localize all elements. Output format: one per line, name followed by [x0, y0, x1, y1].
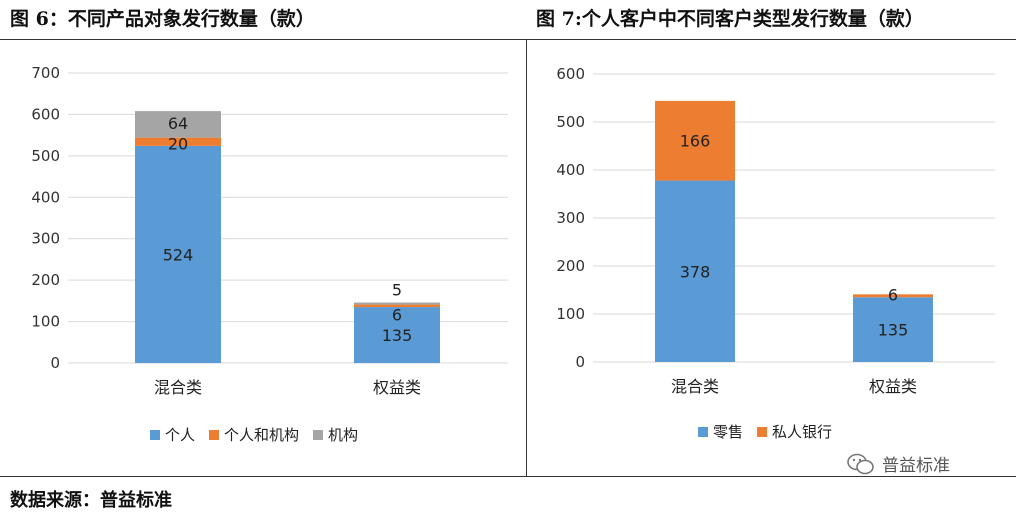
- y-tick-label: 600: [556, 65, 585, 83]
- legend-item: 零售: [698, 421, 743, 442]
- y-tick-label: 200: [556, 257, 585, 275]
- bar-segment: [853, 297, 933, 362]
- legend-swatch: [209, 429, 220, 440]
- y-tick-label: 100: [556, 305, 585, 323]
- legend-label: 私人银行: [772, 423, 833, 441]
- data-label: 6: [392, 306, 402, 325]
- data-label: 524: [163, 245, 194, 264]
- bar-segment: [655, 100, 735, 181]
- left-chart-legend: 个人 个人和机构 机构: [150, 424, 358, 445]
- y-tick-label: 300: [31, 230, 60, 248]
- bar-segment: [135, 111, 221, 138]
- center-divider: [526, 40, 527, 476]
- y-tick-label: 100: [31, 313, 60, 331]
- bar-segment: [354, 307, 440, 363]
- data-source-note: 数据来源：普益标准: [10, 490, 172, 511]
- bar-segment: [354, 302, 440, 305]
- right-chart-legend: 零售 私人银行: [698, 421, 832, 442]
- top-divider: [0, 39, 1016, 40]
- wechat-icon: [847, 453, 874, 474]
- legend-item: 个人: [150, 424, 195, 445]
- y-tick-label: 400: [556, 161, 585, 179]
- legend-swatch: [757, 426, 768, 437]
- right-chart-title: 图 7:个人客户中不同客户类型发行数量（款）: [536, 8, 924, 30]
- data-label: 64: [168, 114, 188, 133]
- bar-segment: [135, 145, 221, 363]
- x-category-label: 混合类: [154, 378, 202, 397]
- left-chart-title: 图 6：不同产品对象发行数量（款）: [10, 8, 315, 30]
- legend-label: 个人: [165, 426, 196, 444]
- bar-segment: [655, 180, 735, 362]
- data-label: 6: [888, 285, 898, 304]
- y-tick-label: 400: [31, 188, 60, 206]
- data-label: 20: [168, 135, 188, 154]
- y-tick-label: 0: [50, 354, 60, 372]
- y-tick-label: 200: [31, 271, 60, 289]
- data-label: 166: [680, 132, 711, 151]
- x-category-label: 权益类: [869, 377, 917, 396]
- x-category-label: 权益类: [373, 378, 421, 397]
- right-chart: 0 100 200 300 400 500 600 378 166 混合类 135 6 权益类: [556, 65, 995, 396]
- bar-segment: [853, 294, 933, 298]
- legend-swatch: [150, 429, 160, 440]
- bottom-divider: [0, 476, 1016, 477]
- legend-item: 机构: [313, 424, 358, 445]
- legend-item: 私人银行: [757, 421, 832, 442]
- watermark: 普益标准: [846, 451, 950, 476]
- legend-label: 机构: [328, 426, 359, 444]
- x-category-label: 混合类: [671, 377, 719, 396]
- data-label: 5: [392, 281, 402, 300]
- legend-label: 零售: [713, 423, 744, 441]
- bar-segment: [354, 304, 440, 308]
- y-tick-label: 0: [575, 353, 585, 371]
- y-tick-label: 500: [556, 113, 585, 131]
- data-label: 135: [382, 326, 413, 345]
- data-label: 135: [878, 321, 909, 340]
- bar-segment: [135, 137, 221, 146]
- data-label: 378: [680, 262, 711, 281]
- legend-swatch: [698, 426, 708, 437]
- legend-label: 个人和机构: [224, 426, 300, 444]
- legend-item: 个人和机构: [209, 424, 299, 445]
- y-tick-label: 500: [31, 147, 60, 165]
- y-tick-label: 300: [556, 209, 585, 227]
- y-tick-label: 700: [31, 64, 60, 82]
- legend-swatch: [313, 429, 324, 440]
- watermark-text: 普益标准: [882, 456, 950, 476]
- y-tick-label: 600: [31, 105, 60, 123]
